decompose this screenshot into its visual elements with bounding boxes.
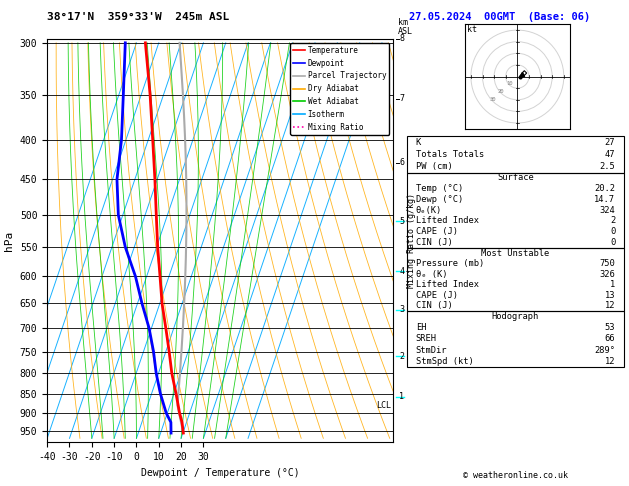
Text: 1: 1 <box>399 392 404 401</box>
Text: CAPE (J): CAPE (J) <box>416 291 458 300</box>
Text: 53: 53 <box>605 323 615 332</box>
Text: 10: 10 <box>506 81 513 86</box>
Text: 750: 750 <box>599 259 615 268</box>
Text: SREH: SREH <box>416 334 437 344</box>
Text: 66: 66 <box>605 334 615 344</box>
Text: StmDir: StmDir <box>416 346 447 355</box>
Text: 2.5: 2.5 <box>599 162 615 171</box>
Text: 20.2: 20.2 <box>594 184 615 193</box>
Text: Pressure (mb): Pressure (mb) <box>416 259 484 268</box>
Text: 30: 30 <box>490 97 496 102</box>
Legend: Temperature, Dewpoint, Parcel Trajectory, Dry Adiabat, Wet Adiabat, Isotherm, Mi: Temperature, Dewpoint, Parcel Trajectory… <box>290 43 389 135</box>
Text: 0: 0 <box>610 238 615 247</box>
Text: 38°17'N  359°33'W  245m ASL: 38°17'N 359°33'W 245m ASL <box>47 12 230 22</box>
Text: Totals Totals: Totals Totals <box>416 150 484 159</box>
Text: 289°: 289° <box>594 346 615 355</box>
Text: 8: 8 <box>399 35 404 43</box>
Text: 27.05.2024  00GMT  (Base: 06): 27.05.2024 00GMT (Base: 06) <box>409 12 590 22</box>
Text: Dewp (°C): Dewp (°C) <box>416 195 463 204</box>
Text: Mixing Ratio (g/kg): Mixing Ratio (g/kg) <box>408 193 416 288</box>
Text: 20: 20 <box>498 89 504 94</box>
Text: Surface: Surface <box>497 174 534 182</box>
Text: Lifted Index: Lifted Index <box>416 280 479 289</box>
Text: 5: 5 <box>399 217 404 226</box>
Text: Hodograph: Hodograph <box>492 312 539 321</box>
Text: EH: EH <box>416 323 426 332</box>
Text: CIN (J): CIN (J) <box>416 301 452 310</box>
Text: km
ASL: km ASL <box>398 18 413 36</box>
Text: K: K <box>416 138 421 147</box>
Text: 6: 6 <box>399 158 404 167</box>
Text: 2: 2 <box>399 352 404 361</box>
Text: Lifted Index: Lifted Index <box>416 216 479 226</box>
Y-axis label: hPa: hPa <box>4 230 14 251</box>
Text: PW (cm): PW (cm) <box>416 162 452 171</box>
Text: θₑ(K): θₑ(K) <box>416 206 442 215</box>
Text: 1: 1 <box>610 280 615 289</box>
Text: 12: 12 <box>605 301 615 310</box>
Text: 2: 2 <box>610 216 615 226</box>
Text: 13: 13 <box>605 291 615 300</box>
Text: 324: 324 <box>599 206 615 215</box>
X-axis label: Dewpoint / Temperature (°C): Dewpoint / Temperature (°C) <box>141 468 299 478</box>
Text: 3: 3 <box>399 305 404 314</box>
Text: 0: 0 <box>610 227 615 236</box>
Text: 27: 27 <box>605 138 615 147</box>
Text: 47: 47 <box>605 150 615 159</box>
Text: CIN (J): CIN (J) <box>416 238 452 247</box>
Text: θₑ (K): θₑ (K) <box>416 270 447 278</box>
Text: StmSpd (kt): StmSpd (kt) <box>416 357 474 366</box>
Text: 12: 12 <box>605 357 615 366</box>
Text: 326: 326 <box>599 270 615 278</box>
Text: © weatheronline.co.uk: © weatheronline.co.uk <box>464 471 568 480</box>
Text: kt: kt <box>467 25 477 35</box>
Text: LCL: LCL <box>376 401 391 410</box>
Text: Temp (°C): Temp (°C) <box>416 184 463 193</box>
Text: 14.7: 14.7 <box>594 195 615 204</box>
Text: Most Unstable: Most Unstable <box>481 249 550 258</box>
Text: CAPE (J): CAPE (J) <box>416 227 458 236</box>
Text: 4: 4 <box>399 267 404 276</box>
Text: 7: 7 <box>399 94 404 103</box>
